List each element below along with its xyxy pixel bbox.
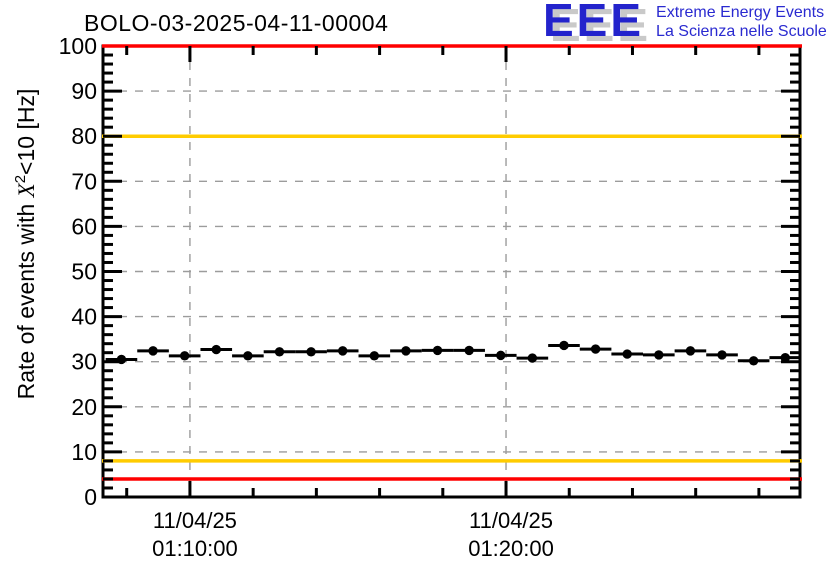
x-tick-label-time: 01:10:00	[152, 536, 238, 561]
y-tick-label: 60	[71, 213, 97, 239]
data-point-marker	[179, 351, 190, 361]
y-axis-title-suffix: <10 [Hz]	[12, 88, 39, 175]
data-point-marker	[654, 350, 664, 360]
y-tick-label: 70	[71, 168, 97, 194]
data-point-marker	[622, 349, 632, 359]
x-tick-label-date: 11/04/25	[153, 508, 237, 533]
y-axis-title-superscript: 2	[12, 174, 30, 184]
plot-title: BOLO-03-2025-04-11-00004	[84, 10, 389, 36]
y-axis-title-variable: X	[13, 183, 39, 198]
y-tick-label: 40	[71, 304, 97, 330]
data-point-marker	[274, 347, 285, 357]
data-point-marker	[527, 353, 538, 363]
data-point-marker	[780, 352, 790, 363]
eee-logo: EEE Extreme Energy Events La Scienza nel…	[543, 0, 827, 46]
data-point-marker	[432, 345, 443, 356]
data-point-marker	[116, 354, 127, 365]
y-tick-label: 10	[71, 439, 97, 465]
x-tick-label-time: 01:20:00	[468, 536, 554, 561]
data-point-marker	[243, 351, 253, 361]
data-point-marker	[148, 346, 158, 356]
y-tick-label: 30	[71, 349, 97, 375]
data-point-marker	[717, 350, 727, 360]
eee-logo-line2: La Scienza nelle Scuole	[656, 23, 827, 40]
y-tick-label: 0	[84, 484, 97, 510]
data-point-marker	[338, 346, 348, 356]
x-tick-label-date: 11/04/25	[469, 508, 553, 533]
eee-logo-line1: Extreme Energy Events	[656, 4, 825, 21]
y-tick-label: 100	[59, 33, 97, 59]
y-tick-label: 20	[71, 394, 97, 420]
data-point-marker	[559, 340, 569, 351]
data-point-marker	[464, 345, 474, 356]
data-point-marker	[369, 351, 380, 361]
y-tick-label: 80	[71, 123, 97, 149]
y-tick-label: 90	[71, 78, 97, 104]
data-point-marker	[401, 346, 411, 356]
data-point-marker	[211, 344, 221, 355]
y-tick-label: 50	[71, 259, 97, 285]
data-point-marker	[590, 344, 601, 354]
data-point-marker	[748, 356, 759, 366]
eee-logo-letters: EEE	[543, 0, 645, 46]
data-point-marker	[685, 346, 696, 356]
y-axis-title: Rate of events with X2<10 [Hz]	[12, 89, 40, 400]
data-point-marker	[496, 350, 506, 361]
data-point-marker	[306, 347, 316, 357]
eee-logo-text: Extreme Energy Events La Scienza nelle S…	[656, 3, 827, 41]
y-axis-title-prefix: Rate of events with	[12, 197, 39, 400]
